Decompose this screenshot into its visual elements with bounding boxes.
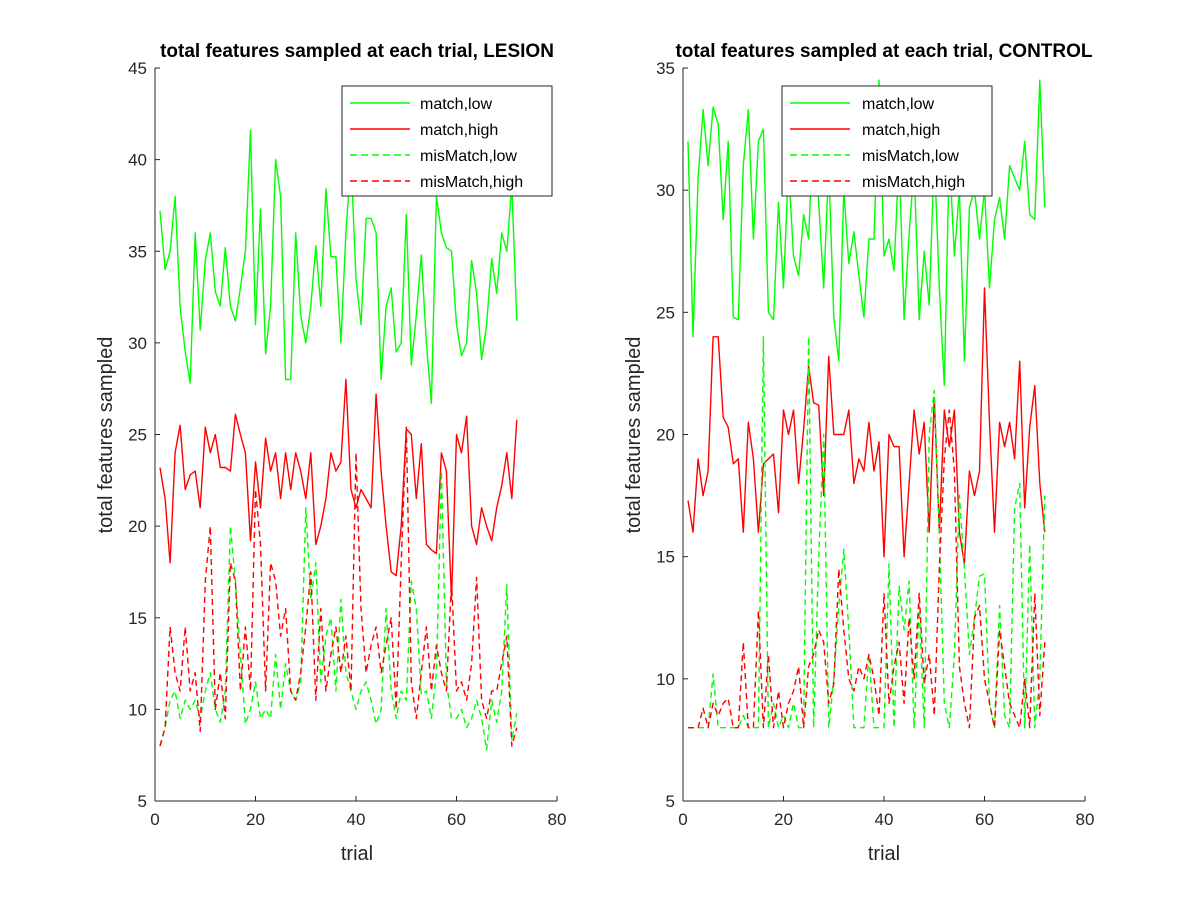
y-tick-label: 10 <box>128 700 147 719</box>
legend-box <box>781 85 993 197</box>
y-tick-label: 30 <box>128 334 147 353</box>
legend-label-mismatch-high: misMatch,high <box>862 174 965 191</box>
y-tick-label: 15 <box>128 609 147 628</box>
y-tick-label: 25 <box>128 426 147 445</box>
series-line-mismatch-low <box>159 470 518 751</box>
legend-label-match-high: match,high <box>862 122 940 139</box>
y-tick-label: 35 <box>656 59 675 78</box>
x-tick-label: 40 <box>347 810 366 829</box>
legend: match,low match,high misMatch,low misMat… <box>781 85 993 197</box>
x-tick-label: 20 <box>246 810 265 829</box>
x-tick-label: 80 <box>1076 810 1095 829</box>
series-line-match-low <box>687 79 1046 387</box>
y-tick-label: 20 <box>128 517 147 536</box>
y-tick-label: 5 <box>666 792 675 811</box>
x-axis-label: trial <box>341 843 373 865</box>
x-axis-label: trial <box>868 843 900 865</box>
legend-label-match-low: match,low <box>420 96 492 113</box>
x-tick-label: 20 <box>774 810 793 829</box>
legend-label-mismatch-low: misMatch,low <box>862 148 959 165</box>
x-tick-label: 40 <box>875 810 894 829</box>
y-tick-label: 40 <box>128 151 147 170</box>
y-tick-label: 15 <box>656 548 675 567</box>
x-tick-label: 60 <box>975 810 994 829</box>
x-tick-label: 0 <box>678 810 687 829</box>
legend-label-match-high: match,high <box>420 122 498 139</box>
series-line-mismatch-high <box>688 409 1046 729</box>
y-axis-label: total features sampled <box>623 337 645 534</box>
lesion-chart: total features sampled at each trial, LE… <box>95 41 566 865</box>
legend: match,low match,high misMatch,low misMat… <box>341 85 553 197</box>
y-tick-label: 10 <box>656 670 675 689</box>
axes: 0 20 40 60 80 5 10 15 20 25 30 35 <box>656 59 1094 829</box>
series-line-match-high <box>687 287 1046 565</box>
chart-title: total features sampled at each trial, CO… <box>675 41 1092 62</box>
y-tick-label: 25 <box>656 303 675 322</box>
series-line-mismatch-low <box>688 336 1046 729</box>
axes: 0 20 40 60 80 5 10 15 20 25 30 35 40 45 <box>128 59 566 829</box>
y-tick-label: 35 <box>128 242 147 261</box>
legend-label-match-low: match,low <box>862 96 934 113</box>
series-line-match-high <box>159 378 518 601</box>
y-tick-label: 5 <box>138 792 147 811</box>
y-tick-label: 20 <box>656 426 675 445</box>
series-line-match-low <box>159 129 518 404</box>
x-tick-label: 80 <box>548 810 567 829</box>
y-tick-label: 45 <box>128 59 147 78</box>
legend-label-mismatch-low: misMatch,low <box>420 148 517 165</box>
x-tick-label: 60 <box>447 810 466 829</box>
y-tick-label: 30 <box>656 181 675 200</box>
legend-box <box>341 85 553 197</box>
plot-lines <box>687 79 1046 729</box>
series-line-mismatch-high <box>159 426 518 747</box>
legend-label-mismatch-high: misMatch,high <box>420 174 523 191</box>
x-tick-label: 0 <box>150 810 159 829</box>
chart-title: total features sampled at each trial, LE… <box>160 41 554 62</box>
plot-lines <box>159 129 518 751</box>
y-axis-label: total features sampled <box>95 337 117 534</box>
control-chart: total features sampled at each trial, CO… <box>623 41 1094 865</box>
